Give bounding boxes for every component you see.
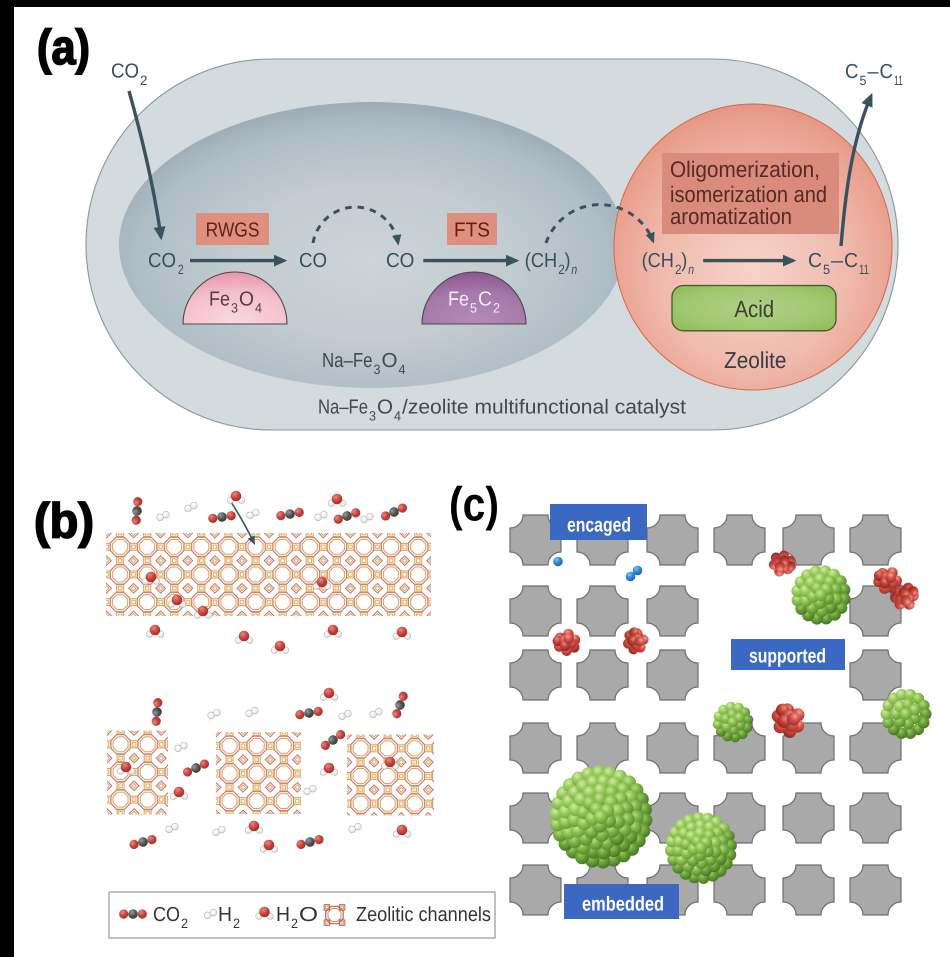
svg-text:FTS: FTS [454,219,490,241]
svg-text:CO: CO [111,61,139,83]
svg-text:): ) [681,250,687,272]
svg-text:(a): (a) [37,21,90,75]
svg-text:2: 2 [493,301,500,316]
svg-text:supported: supported [749,646,826,668]
svg-text:Zeolitic channels: Zeolitic channels [356,904,491,926]
svg-text:Fe: Fe [209,289,230,311]
svg-text:2: 2 [140,73,148,88]
svg-text:4: 4 [255,301,262,316]
svg-text:C: C [844,250,858,272]
svg-text:11: 11 [894,73,903,88]
svg-text:11: 11 [859,262,869,277]
svg-text:2: 2 [675,262,682,277]
svg-text:C: C [845,61,859,83]
svg-text:): ) [565,250,571,272]
svg-text:CO: CO [299,250,327,272]
svg-text:O: O [377,397,393,419]
svg-text:H: H [218,904,232,926]
svg-text:–: – [868,61,880,83]
svg-text:O: O [299,904,318,926]
svg-text:Zeolite: Zeolite [724,347,787,373]
svg-text:C: C [880,61,894,83]
svg-text:embedded: embedded [582,894,664,916]
svg-text:CO: CO [153,904,180,926]
svg-text:3: 3 [369,409,376,424]
svg-text:n: n [688,262,694,277]
svg-text:C: C [808,250,822,272]
svg-text:Na–Fe: Na–Fe [318,397,368,419]
svg-text:/zeolite multifunctional catal: /zeolite multifunctional catalyst [402,397,686,419]
svg-text:O: O [382,350,398,372]
svg-text:aromatization: aromatization [670,204,792,229]
svg-text:C: C [478,289,492,311]
svg-text:2: 2 [233,916,240,931]
svg-text:Na–Fe: Na–Fe [322,350,373,372]
svg-text:CO: CO [386,250,414,272]
svg-text:5: 5 [470,301,477,316]
svg-text:3: 3 [374,362,381,377]
svg-text:Acid: Acid [734,296,774,322]
svg-text:2: 2 [178,262,184,277]
svg-text:5: 5 [823,262,830,277]
svg-text:Oligomerization,: Oligomerization, [670,157,820,182]
svg-text:(CH: (CH [642,250,674,272]
svg-text:4: 4 [394,409,401,424]
svg-text:(c): (c) [449,479,499,532]
svg-text:4: 4 [399,362,406,377]
svg-text:isomerization and: isomerization and [670,182,827,207]
svg-text:2: 2 [558,262,565,277]
svg-text:2: 2 [181,916,188,931]
svg-text:(b): (b) [34,495,94,549]
svg-text:Fe: Fe [448,289,469,311]
svg-text:n: n [571,262,577,277]
svg-text:5: 5 [860,73,867,88]
svg-text:2: 2 [291,916,298,931]
svg-text:RWGS: RWGS [206,219,260,241]
svg-text:encaged: encaged [567,515,631,537]
svg-text:(CH: (CH [525,250,557,272]
svg-text:–: – [831,250,844,272]
svg-text:H: H [276,904,290,926]
svg-text:O: O [239,289,254,311]
svg-text:CO: CO [148,250,176,272]
svg-text:3: 3 [231,301,238,316]
